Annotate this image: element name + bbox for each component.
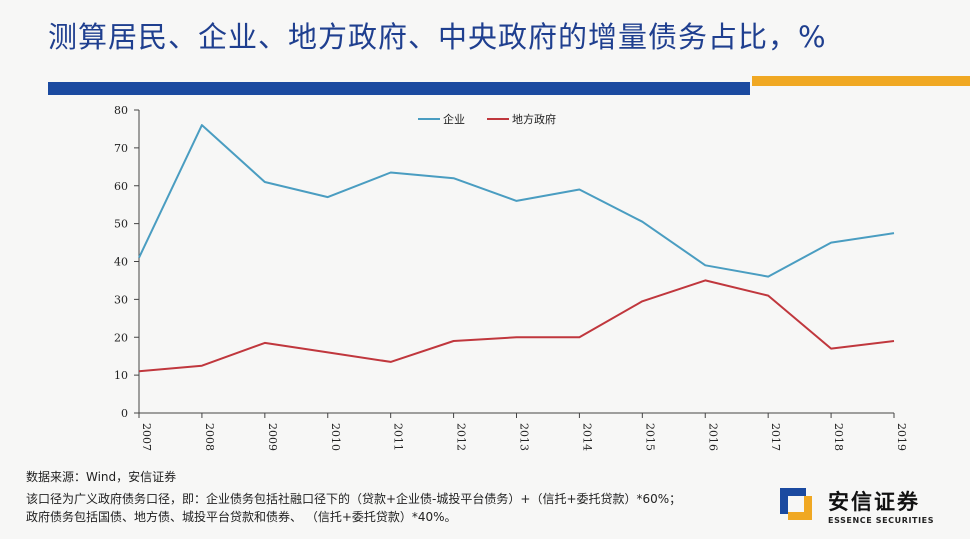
x-tick-label: 2013 (518, 423, 531, 451)
series-line-地方政府 (138, 279, 895, 373)
company-logo: 安信证券 ESSENCE SECURITIES (776, 484, 956, 530)
chart-axes (138, 110, 894, 414)
page-title: 测算居民、企业、地方政府、中央政府的增量债务占比，% (48, 20, 827, 54)
y-tick-label: 70 (114, 142, 128, 155)
logo-english-name: ESSENCE SECURITIES (828, 516, 935, 525)
y-tick-label: 40 (114, 256, 128, 269)
series-line-企业 (138, 124, 895, 278)
x-tick-label: 2009 (266, 423, 279, 451)
x-tick-label: 2016 (706, 423, 719, 451)
y-tick-label: 20 (114, 331, 128, 344)
x-tick-label: 2007 (140, 423, 153, 451)
chart-series (138, 124, 895, 373)
x-tick-label: 2008 (203, 423, 216, 451)
x-tick-label: 2018 (832, 423, 845, 451)
y-tick-label: 30 (114, 293, 128, 306)
logo-name: 安信证券 (828, 490, 920, 514)
x-tick-label: 2015 (643, 423, 656, 451)
y-tick-label: 80 (114, 104, 128, 117)
legend-label: 企业 (443, 112, 465, 126)
x-axis-ticks: 2007 2008 2009 2010 2011 2012 2013 2014 2015 2016… (138, 413, 908, 451)
methodology-note-2: 政府债务包括国债、地方债、城投平台贷款和债券、 （信托+委托贷款）*40%。 (26, 510, 457, 524)
y-tick-label: 50 (114, 218, 128, 231)
chart-legend: 企业 地方政府 (418, 112, 556, 126)
source-note: 数据来源：Wind，安信证券 (26, 470, 177, 484)
logo-mark-icon (780, 488, 812, 520)
legend-label: 地方政府 (512, 112, 556, 126)
y-tick-label: 60 (114, 180, 128, 193)
x-tick-label: 2012 (455, 423, 468, 451)
methodology-note-1: 该口径为广义政府债务口径，即：企业债务包括社融口径下的（贷款+企业债-城投平台债… (26, 492, 682, 506)
y-tick-label: 0 (121, 407, 128, 420)
x-tick-label: 2014 (580, 423, 593, 451)
title-underline-orange (752, 76, 970, 86)
x-tick-label: 2019 (895, 423, 908, 451)
y-axis-ticks: 0 10 20 30 40 50 60 70 80 (114, 104, 139, 420)
x-tick-label: 2010 (329, 423, 342, 451)
x-tick-label: 2017 (769, 423, 782, 451)
title-underline-blue (48, 82, 750, 95)
y-tick-label: 10 (114, 369, 128, 382)
x-tick-label: 2011 (392, 423, 405, 451)
